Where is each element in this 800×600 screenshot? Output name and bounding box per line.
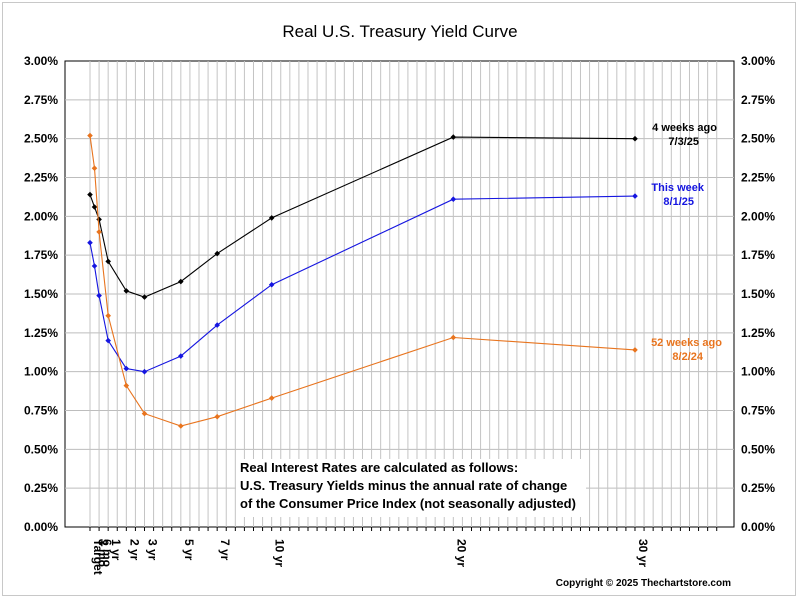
x-tick-label: 3 mo [96,539,110,567]
y-tick-label-left: 2.75% [24,93,58,107]
data-point [141,294,148,300]
grid [65,61,734,531]
series-labels: 4 weeks ago 7/3/25 This week 8/1/25 52 w… [651,122,722,363]
label-52-weeks-ago: 52 weeks ago [651,337,722,349]
y-tick-label-left: 1.00% [24,365,58,379]
data-point [178,353,184,359]
x-tick-label: 30 yr [636,539,650,567]
copyright: Copyright © 2025 Thechartstore.com [556,578,731,589]
y-tick-label-right: 0.75% [741,404,775,418]
date-4-weeks-ago: 7/3/25 [668,136,699,148]
y-tick-label-right: 0.50% [741,442,775,456]
y-tick-label-right: 0.25% [741,481,775,495]
data-point [91,165,98,171]
y-tick-label-left: 2.50% [24,132,58,146]
note-line-1: Real Interest Rates are calculated as fo… [240,460,518,475]
data-point [450,134,457,140]
note-line-2: U.S. Treasury Yields minus the annual ra… [240,478,567,493]
data-point [268,215,275,221]
data-point [105,312,111,319]
x-tick-label: 20 yr [454,539,468,567]
y-tick-label-right: 1.00% [741,365,775,379]
series [87,132,638,429]
x-tick-label: 7 yr [218,539,232,561]
data-point [91,204,98,210]
y-tick-label-right: 2.50% [741,132,775,146]
y-tick-label-left: 1.75% [24,248,58,262]
data-point [91,263,98,269]
x-tick-label: 5 yr [182,539,196,561]
data-point [632,347,638,353]
y-tick-label-right: 2.75% [741,93,775,107]
y-tick-label-right: 2.25% [741,171,775,185]
data-point [178,423,184,429]
date-this-week: 8/1/25 [663,196,694,208]
y-tick-label-right: 1.75% [741,248,775,262]
y-tick-label-left: 1.50% [24,287,58,301]
x-tick-label: 3 yr [145,539,159,561]
y-tick-label-left: 0.25% [24,481,58,495]
data-point [105,258,111,265]
label-this-week: This week [651,182,704,194]
y-tick-label-left: 0.50% [24,442,58,456]
data-point [214,250,220,257]
data-point [105,337,111,344]
y-axis-right: 0.00% 0.25% 0.50% 0.75% 1.00% 1.25% 1.50% 1.75%… [741,54,775,534]
x-tick-label: 10 yr [273,539,287,567]
data-point [87,239,93,246]
data-point [214,413,220,420]
data-point [214,322,220,328]
note-line-3: of the Consumer Price Index (not seasona… [240,496,576,511]
y-tick-label-right: 3.00% [741,54,775,68]
y-tick-label-right: 1.25% [741,326,775,340]
label-4-weeks-ago: 4 weeks ago [652,122,717,134]
note-box [236,459,586,517]
x-tick-label: 1 yr [109,539,123,561]
date-52-weeks-ago: 8/2/24 [672,351,703,363]
x-tick-label: 2 yr [127,539,141,561]
y-tick-label-left: 3.00% [24,54,58,68]
data-point [632,135,638,142]
y-tick-label-right: 2.00% [741,209,775,223]
y-tick-label-left: 0.00% [24,520,58,534]
y-tick-label-left: 2.00% [24,209,58,223]
y-tick-label-left: 0.75% [24,404,58,418]
y-axis-left: 0.00% 0.25% 0.50% 0.75% 1.00% 1.25% 1.50% 1.75%… [24,54,58,534]
data-point [123,365,130,372]
x-tick-label: Target [91,539,105,575]
y-tick-label-right: 1.50% [741,287,775,301]
y-tick-label-left: 1.25% [24,326,58,340]
data-point [96,292,102,299]
data-point [123,288,130,294]
data-point [632,193,638,199]
x-tick-label: 6 mo [100,539,114,567]
data-point [268,395,275,401]
data-point [450,196,457,202]
data-point [268,281,275,288]
data-point [87,132,93,139]
data-point [450,334,457,341]
y-tick-label-right: 0.00% [741,520,775,534]
data-point [141,410,148,417]
data-point [96,229,102,235]
data-point [87,191,93,198]
data-point [141,368,148,375]
y-tick-label-left: 2.25% [24,171,58,185]
data-point [123,382,130,389]
chart-title: Real U.S. Treasury Yield Curve [282,22,517,41]
data-point [178,278,184,285]
